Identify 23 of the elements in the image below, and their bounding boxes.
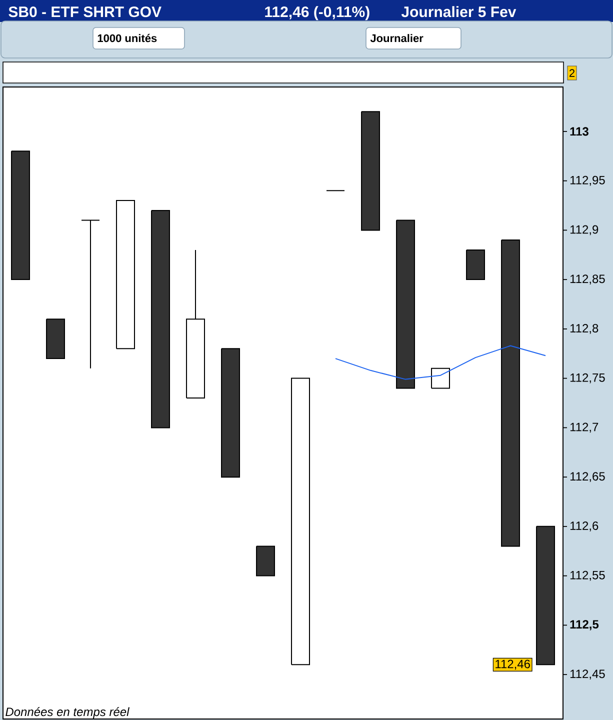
y-tick-label: 112,75 — [570, 373, 605, 384]
y-tick-label: 112,5 — [570, 620, 599, 630]
y-tick-label: 112,95 — [570, 176, 605, 186]
y-tick-label: 112,8 — [570, 324, 598, 334]
candlestick — [81, 220, 100, 369]
y-tick-label: 113 — [570, 127, 588, 136]
y-tick-label: 112,45 — [570, 670, 605, 680]
text: 2 — [569, 69, 575, 77]
y-tick-label: 112,7 — [570, 422, 598, 433]
text: Journalier — [370, 34, 424, 42]
text: 1000 unités — [98, 34, 157, 42]
y-tick-label: 112,85 — [570, 274, 605, 285]
text: Journalier 5 Fev — [401, 6, 516, 18]
chart-subtitle: 112,46 (-0,11%) — [265, 6, 370, 20]
annotation: Données en temps réel — [6, 707, 130, 718]
annotation: 112,46 — [496, 660, 530, 670]
chart-title: SB0 - ETF SHRT GOV — [8, 6, 162, 18]
candlestick — [431, 368, 450, 389]
y-tick-label: 112,6 — [570, 521, 598, 532]
y-tick-label: 112,55 — [570, 570, 605, 581]
y-tick-label: 112,9 — [570, 225, 598, 236]
y-tick-label: 112,65 — [570, 472, 605, 482]
line-series — [335, 345, 546, 380]
